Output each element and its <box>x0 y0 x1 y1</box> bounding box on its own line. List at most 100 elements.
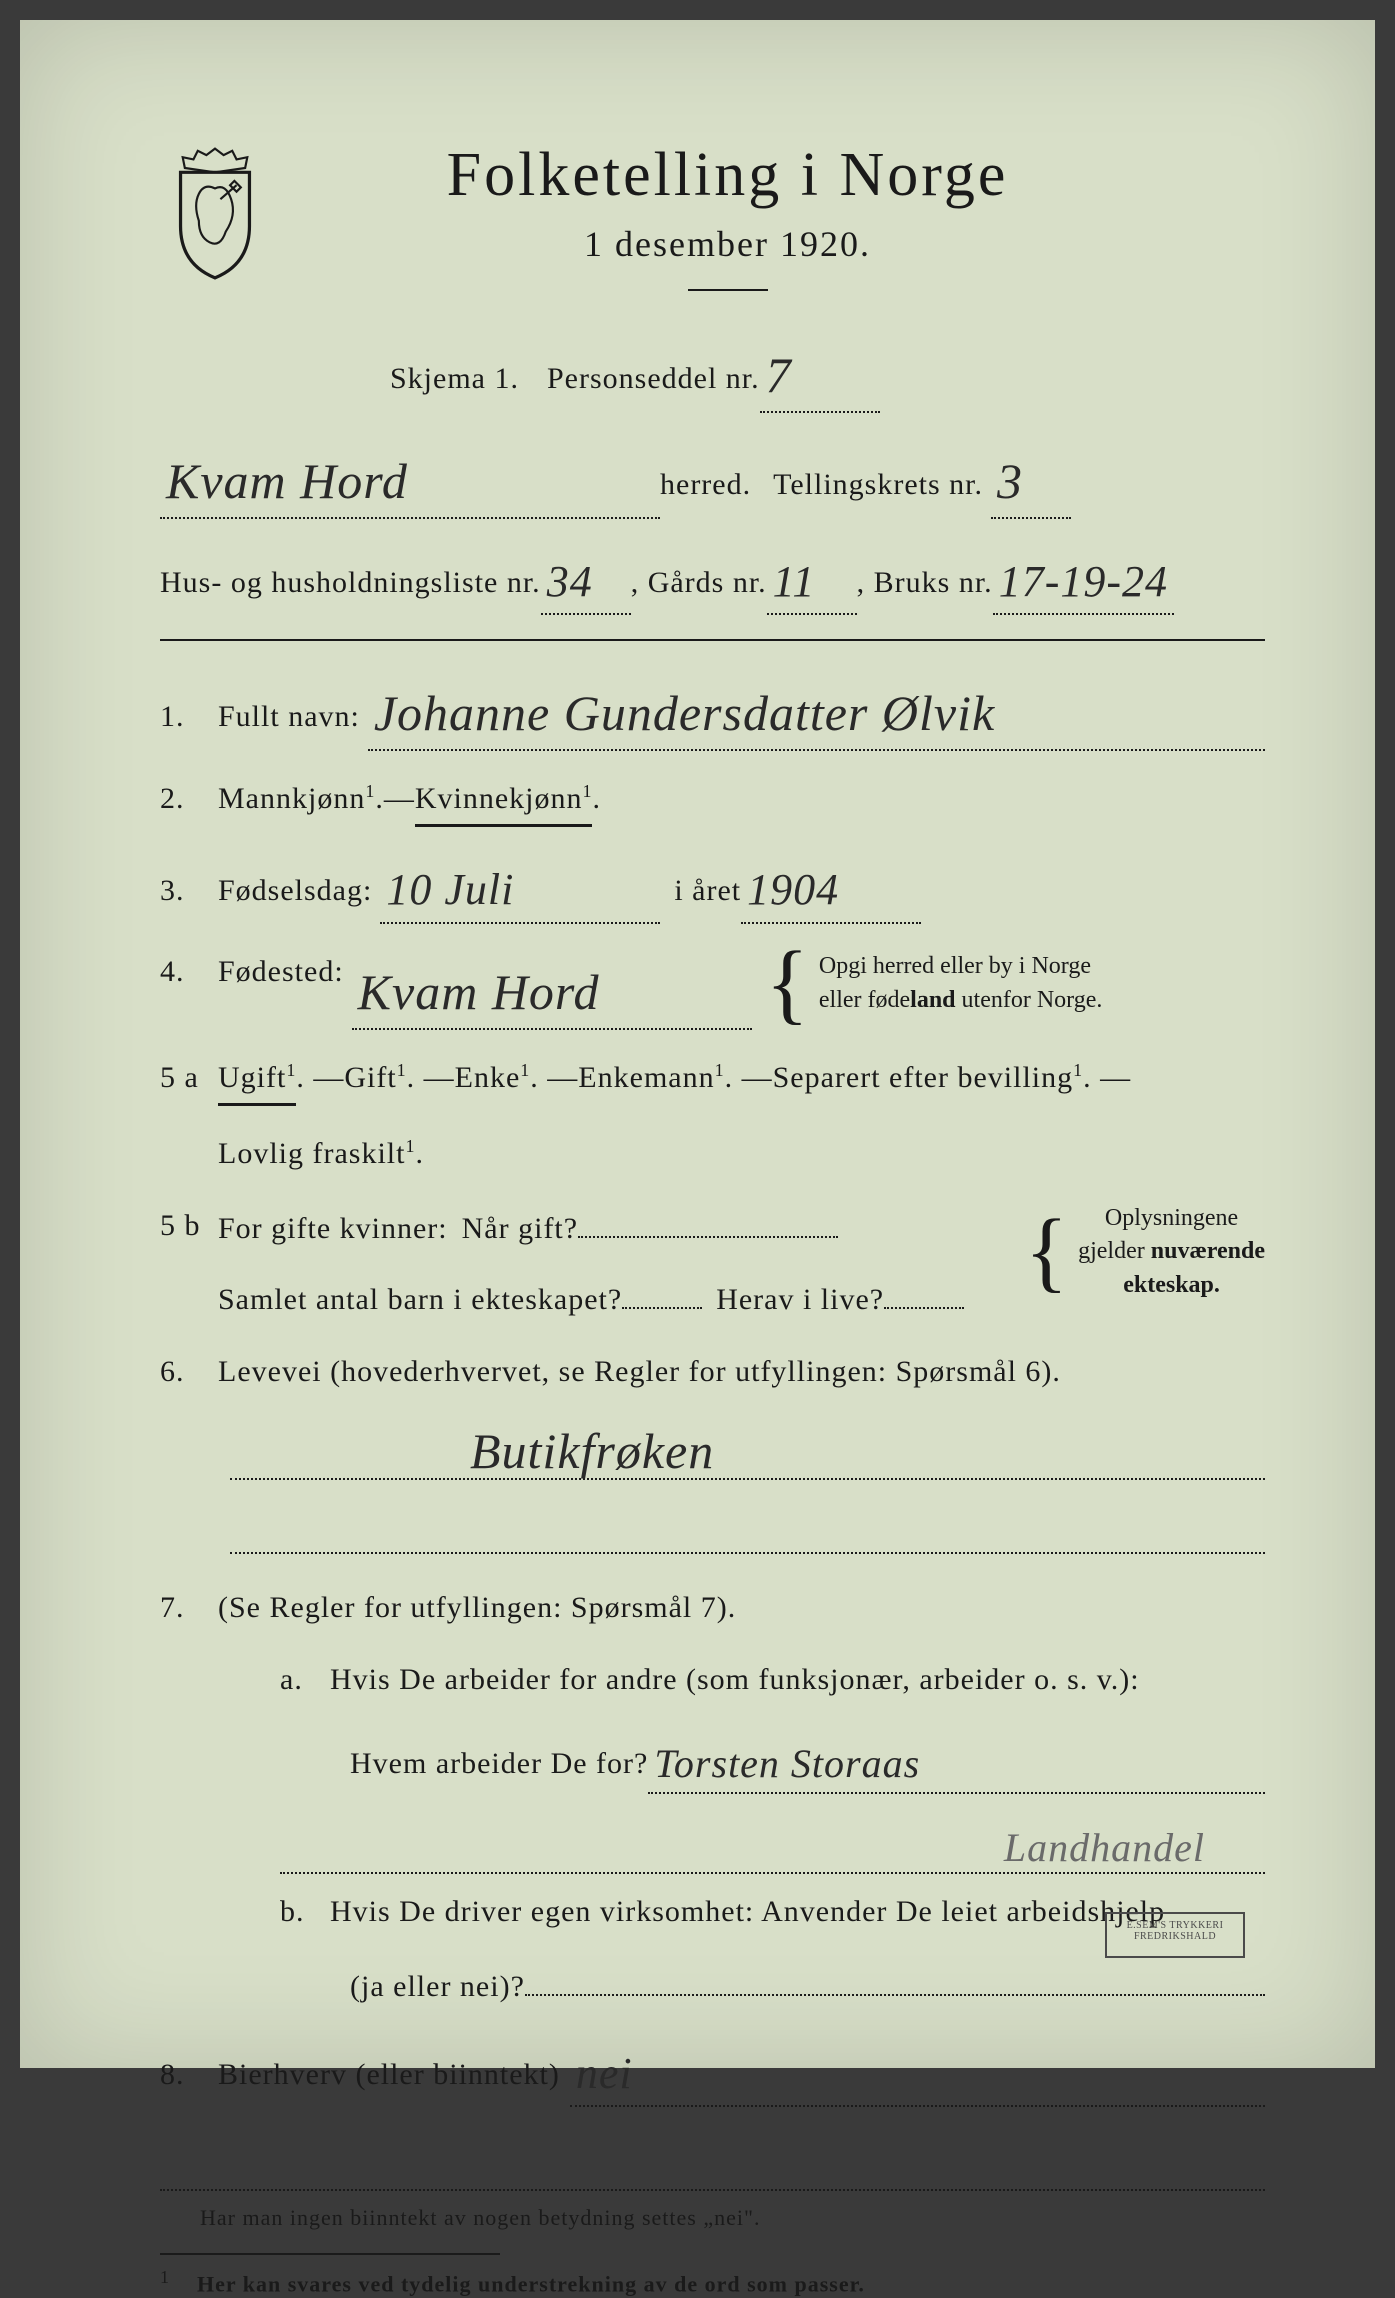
q7-label: (Se Regler for utfyllingen: Spørsmål 7). <box>218 1584 736 1632</box>
q5b-brace: { Oplysningene gjelder nuværende ekteska… <box>1025 1202 1265 1303</box>
q6-line: 6. Levevei (hovederhvervet, se Regler fo… <box>160 1348 1265 1396</box>
q2-k: Kvinnekjønn1 <box>415 775 593 827</box>
q5b-note2b: nuværende <box>1151 1238 1265 1264</box>
q5b-l2a: Samlet antal barn i ekteskapet? <box>218 1276 622 1324</box>
q7a-val1: Torsten Storaas <box>654 1741 920 1786</box>
q7b-num: b. <box>280 1888 330 1936</box>
q5a-line: 5 a Ugift1. — Gift1. — Enke1. — Enkemann… <box>160 1054 1265 1106</box>
herred-label: herred. <box>660 461 751 509</box>
q5a-opt-3: Enkemann1. — <box>578 1054 772 1102</box>
q4-line: 4. Fødested: Kvam Hord { Opgi herred ell… <box>160 948 1265 1030</box>
skjema-line: Skjema 1. Personseddel nr. 7 <box>160 331 1265 413</box>
gaards-label: , Gårds nr. <box>631 559 767 607</box>
q5a-opt-1: Gift1. — <box>344 1054 454 1102</box>
printer-stamp: E.SEM'S TRYKKERI FREDRIKSHALD <box>1105 1912 1245 1958</box>
tellingskrets-nr: 3 <box>997 453 1023 509</box>
q5a-opt-5: Lovlig fraskilt1. <box>218 1130 424 1178</box>
q8-blank2 <box>160 2131 1265 2191</box>
q4-label: Fødested: <box>218 948 344 996</box>
q1-num: 1. <box>160 693 218 741</box>
q7a-num: a. <box>280 1656 330 1704</box>
q1-value: Johanne Gundersdatter Ølvik <box>374 685 995 741</box>
q5a-opt-0: Ugift1 <box>218 1054 296 1106</box>
q5a-num: 5 a <box>160 1054 218 1102</box>
title-divider <box>688 289 768 291</box>
q1-label: Fullt navn: <box>218 693 360 741</box>
q5b-l1b: Når gift? <box>462 1205 578 1253</box>
header: Folketelling i Norge 1 desember 1920. <box>160 140 1265 321</box>
personseddel-nr: 7 <box>766 347 792 403</box>
q2-m: Mannkjønn1. <box>218 775 384 823</box>
q5b-l2b: Herav i live? <box>716 1276 884 1324</box>
q2-num: 2. <box>160 775 218 823</box>
q7a-text2: Hvem arbeider De for? <box>350 1740 648 1788</box>
q7a-l1: a. Hvis De arbeider for andre (som funks… <box>160 1656 1265 1704</box>
q6-blank1: Butikfrøken <box>230 1420 1265 1480</box>
bruks-label: , Bruks nr. <box>857 559 993 607</box>
q5b-note1: Oplysningene <box>1078 1202 1265 1236</box>
q7b-l1: b. Hvis De driver egen virksomhet: Anven… <box>160 1888 1265 1936</box>
hushold-label: Hus- og husholdningsliste nr. <box>160 559 541 607</box>
q3-label: Fødselsdag: <box>218 867 372 915</box>
herred-line: Kvam Hord herred. Tellingskrets nr. 3 <box>160 437 1265 519</box>
q5b-note2: gjelder <box>1078 1238 1151 1264</box>
q1-line: 1. Fullt navn: Johanne Gundersdatter Ølv… <box>160 669 1265 751</box>
footnote: 1 Her kan svares ved tydelig understrekn… <box>160 2267 1265 2297</box>
coat-of-arms-icon <box>160 140 270 280</box>
gaards-nr: 11 <box>773 557 816 606</box>
tellingskrets-label: Tellingskrets nr. <box>773 461 983 509</box>
footer-note: Har man ingen biinntekt av nogen betydni… <box>160 2205 1265 2231</box>
title-block: Folketelling i Norge 1 desember 1920. <box>300 140 1265 321</box>
q7-num: 7. <box>160 1584 218 1632</box>
q3-year: 1904 <box>747 865 839 914</box>
stamp-l1: E.SEM'S TRYKKERI <box>1107 1920 1243 1931</box>
hushold-nr: 34 <box>547 557 593 606</box>
q6-value: Butikfrøken <box>470 1422 714 1480</box>
q3-day: 10 Juli <box>386 865 514 914</box>
q6-num: 6. <box>160 1348 218 1396</box>
form-body: Skjema 1. Personseddel nr. 7 Kvam Hord h… <box>160 331 1265 2298</box>
q3-num: 3. <box>160 867 218 915</box>
q7b-text1: Hvis De driver egen virksomhet: Anvender… <box>330 1888 1165 1936</box>
q5b-l1a: For gifte kvinner: <box>218 1205 448 1253</box>
q7a-l2: Hvem arbeider De for? Torsten Storaas <box>160 1728 1265 1794</box>
q6-blank2 <box>230 1494 1265 1554</box>
q4-note1: Opgi herred eller by i Norge <box>819 950 1103 984</box>
q7a-blank: Landhandel <box>280 1818 1265 1874</box>
q8-label: Bierhverv (eller biinntekt) <box>218 2051 560 2099</box>
q3-mid: i året <box>674 867 741 915</box>
q5b-block: 5 b For gifte kvinner: Når gift? Samlet … <box>160 1202 1265 1324</box>
q6-label: Levevei (hovederhvervet, se Regler for u… <box>218 1348 1061 1396</box>
section-rule-1 <box>160 639 1265 641</box>
q4-note2: eller fødeland utenfor Norge. <box>819 984 1103 1018</box>
q7a-text1: Hvis De arbeider for andre (som funksjon… <box>330 1656 1140 1704</box>
q5a-opt-4: Separert efter bevilling1. — <box>773 1054 1132 1102</box>
q7b-l2: (ja eller nei)? <box>160 1960 1265 2011</box>
q8-line: 8. Bierhverv (eller biinntekt) nei <box>160 2035 1265 2107</box>
q5a-opt-2: Enke1. — <box>455 1054 579 1102</box>
q4-brace: { Opgi herred eller by i Norge eller fød… <box>766 948 1103 1020</box>
q5b-num: 5 b <box>160 1202 218 1250</box>
personseddel-label: Personseddel nr. <box>547 355 760 403</box>
subtitle-date: 1 desember 1920. <box>300 223 1155 265</box>
skjema-label: Skjema 1. <box>390 355 519 403</box>
q2-dash: — <box>384 775 415 823</box>
q5b-note3: ekteskap. <box>1123 1272 1220 1298</box>
q7a-val2: Landhandel <box>1004 1824 1205 1871</box>
main-title: Folketelling i Norge <box>300 140 1155 211</box>
q4-value: Kvam Hord <box>358 964 600 1020</box>
q7b-text2: (ja eller nei)? <box>350 1963 525 2011</box>
q8-value: nei <box>576 2049 633 2098</box>
footnote-rule <box>160 2253 500 2255</box>
hushold-line: Hus- og husholdningsliste nr. 34 , Gårds… <box>160 543 1265 615</box>
q7-line: 7. (Se Regler for utfyllingen: Spørsmål … <box>160 1584 1265 1632</box>
q3-line: 3. Fødselsdag: 10 Juli i året 1904 <box>160 851 1265 923</box>
q2-line: 2. Mannkjønn1. — Kvinnekjønn1. <box>160 775 1265 827</box>
stamp-l2: FREDRIKSHALD <box>1107 1931 1243 1942</box>
q5a-line2: Lovlig fraskilt1. <box>160 1130 1265 1178</box>
bruks-nr: 17-19-24 <box>999 557 1168 606</box>
q8-num: 8. <box>160 2051 218 2099</box>
herred-value: Kvam Hord <box>166 453 408 509</box>
census-form-page: Folketelling i Norge 1 desember 1920. Sk… <box>20 20 1375 2068</box>
q4-num: 4. <box>160 948 218 996</box>
